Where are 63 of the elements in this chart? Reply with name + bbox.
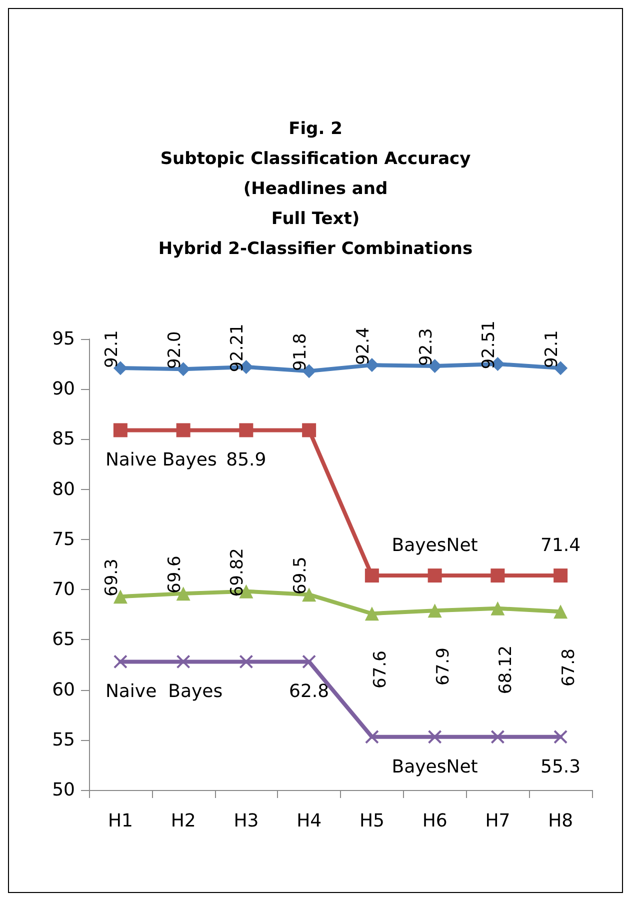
point — [364, 606, 379, 621]
point — [490, 601, 505, 616]
data-label: 67.6 — [370, 650, 390, 688]
x-tick-label: H6 — [422, 810, 448, 832]
x-tick-label: H8 — [548, 810, 574, 832]
annotation: 85.9 — [226, 450, 266, 471]
point — [554, 568, 568, 583]
point — [302, 654, 316, 669]
annotation: Naive Bayes — [105, 681, 223, 702]
y-tick-label: 65 — [52, 629, 75, 650]
point — [239, 654, 254, 669]
point — [364, 730, 379, 744]
data-label: 92.1 — [102, 330, 122, 368]
data-label: 69.3 — [102, 558, 122, 596]
data-label: 67.9 — [433, 648, 454, 686]
y-tick-label: 50 — [52, 780, 75, 800]
x-tick-label: H4 — [296, 810, 322, 832]
x-tick-label: H1 — [108, 810, 133, 832]
point — [364, 568, 379, 583]
point — [490, 730, 505, 744]
x-tick-label: H3 — [234, 810, 259, 832]
data-label: 69.6 — [164, 556, 185, 594]
point — [113, 423, 128, 438]
y-tick-label: 55 — [52, 729, 75, 750]
y-tick-label: 80 — [52, 478, 75, 500]
data-label: 92.4 — [353, 327, 374, 365]
data-label: 92.51 — [479, 320, 500, 370]
annotation: 55.3 — [540, 756, 581, 778]
y-tick-label: 85 — [52, 428, 75, 450]
data-label: 92.3 — [416, 328, 436, 366]
point — [554, 730, 568, 744]
y-tick-label: 90 — [52, 378, 75, 400]
point — [490, 568, 505, 583]
point — [302, 423, 316, 438]
x-tick-label: H5 — [359, 810, 384, 832]
y-tick-label: 95 — [52, 328, 75, 350]
point — [428, 568, 442, 583]
data-label: 69.5 — [290, 556, 311, 594]
data-label: 67.8 — [559, 648, 580, 686]
annotation: BayesNet — [392, 535, 478, 556]
point — [176, 654, 190, 669]
x-tick-label: H7 — [485, 810, 510, 832]
data-label: 68.12 — [496, 645, 516, 694]
data-label: 91.8 — [290, 333, 311, 371]
point — [554, 604, 568, 619]
y-tick-label: 70 — [52, 579, 75, 600]
data-label: 92.1 — [542, 330, 562, 368]
annotation: 71.4 — [540, 535, 581, 556]
data-label: 92.0 — [164, 331, 185, 369]
point — [428, 730, 442, 744]
chart-title: Fig. 2 Subtopic Classification Accuracy (Headlines and Full Text) Hybrid 2-Classifier Combinations — [158, 119, 473, 259]
annotation: Naive Bayes — [105, 450, 217, 471]
x-tick-label: H2 — [170, 810, 196, 832]
annotation: 62.8 — [289, 681, 330, 702]
data-label: 69.82 — [228, 548, 248, 597]
y-tick-label: 60 — [52, 679, 75, 700]
point — [113, 654, 128, 669]
data-label: 92.21 — [228, 324, 248, 372]
point — [176, 423, 190, 438]
annotation: BayesNet — [392, 756, 478, 778]
point — [428, 604, 442, 618]
point — [239, 423, 254, 438]
y-tick-label: 75 — [52, 528, 75, 550]
